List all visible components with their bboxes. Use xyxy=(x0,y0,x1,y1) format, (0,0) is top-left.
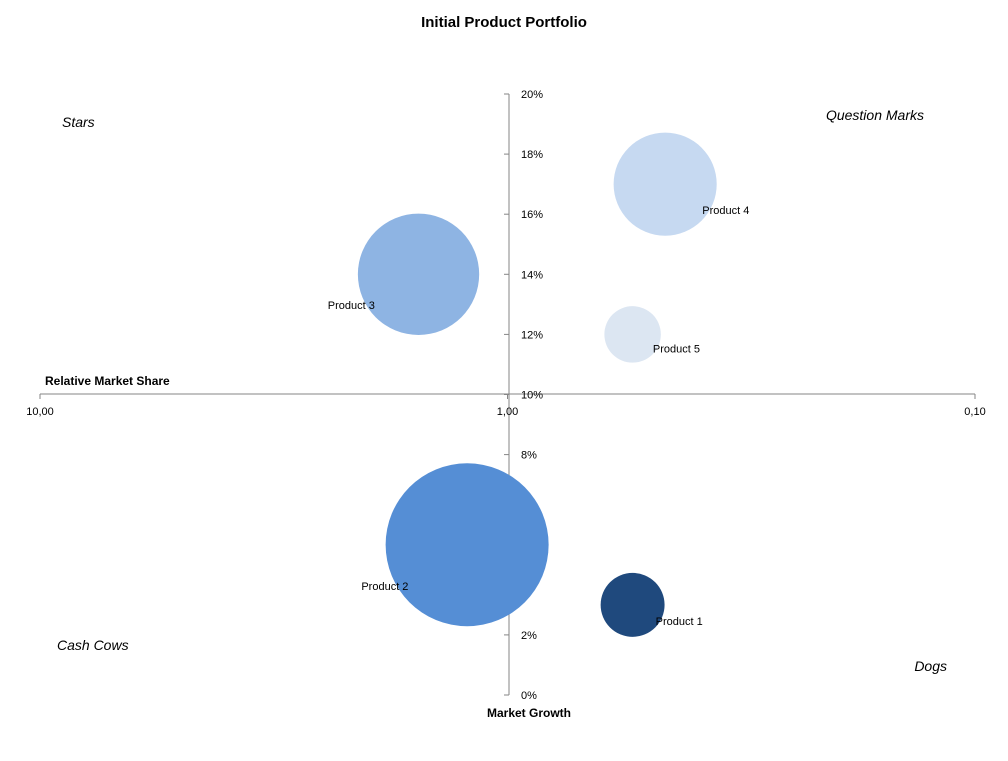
data-label-product-4: Product 4 xyxy=(702,205,749,217)
data-label-product-2: Product 2 xyxy=(361,581,408,593)
bubbles xyxy=(357,132,717,637)
y-tick-label: 0% xyxy=(521,690,537,702)
quadrant-label-cash-cows: Cash Cows xyxy=(57,637,129,653)
bubble-product-2 xyxy=(385,463,549,627)
quadrant-label-question-marks: Question Marks xyxy=(826,107,924,123)
chart-title: Initial Product Portfolio xyxy=(421,14,587,31)
data-labels: Product 2 Product 3 Product 4 Product 1 Prod… xyxy=(328,205,750,628)
quadrant-labels: Stars Question Marks Cash Cows Dogs xyxy=(57,107,947,674)
bubble-product-4 xyxy=(613,132,717,236)
y-tick-label: 14% xyxy=(521,269,543,281)
y-axis-title: Market Growth xyxy=(487,706,571,720)
y-tick-label: 8% xyxy=(521,450,537,462)
x-axis-title: Relative Market Share xyxy=(45,374,170,388)
x-tick-label: 10,00 xyxy=(26,406,54,418)
quadrant-label-stars: Stars xyxy=(62,114,95,130)
x-tick-label: 1,00 xyxy=(497,406,518,418)
data-label-product-3: Product 3 xyxy=(328,300,375,312)
y-tick-label: 18% xyxy=(521,149,543,161)
y-tick-label: 2% xyxy=(521,630,537,642)
y-tick-label: 20% xyxy=(521,89,543,101)
bubble-product-5 xyxy=(604,306,661,363)
y-tick-label: 16% xyxy=(521,209,543,221)
quadrant-label-dogs: Dogs xyxy=(914,658,947,674)
bubble-product-3 xyxy=(357,213,480,335)
bubble-product-1 xyxy=(600,572,665,637)
x-tick-label: 0,10 xyxy=(964,406,985,418)
y-tick-label: 12% xyxy=(521,329,543,341)
data-label-product-5: Product 5 xyxy=(653,344,700,356)
y-tick-label: 10% xyxy=(521,390,543,402)
data-label-product-1: Product 1 xyxy=(656,616,703,628)
